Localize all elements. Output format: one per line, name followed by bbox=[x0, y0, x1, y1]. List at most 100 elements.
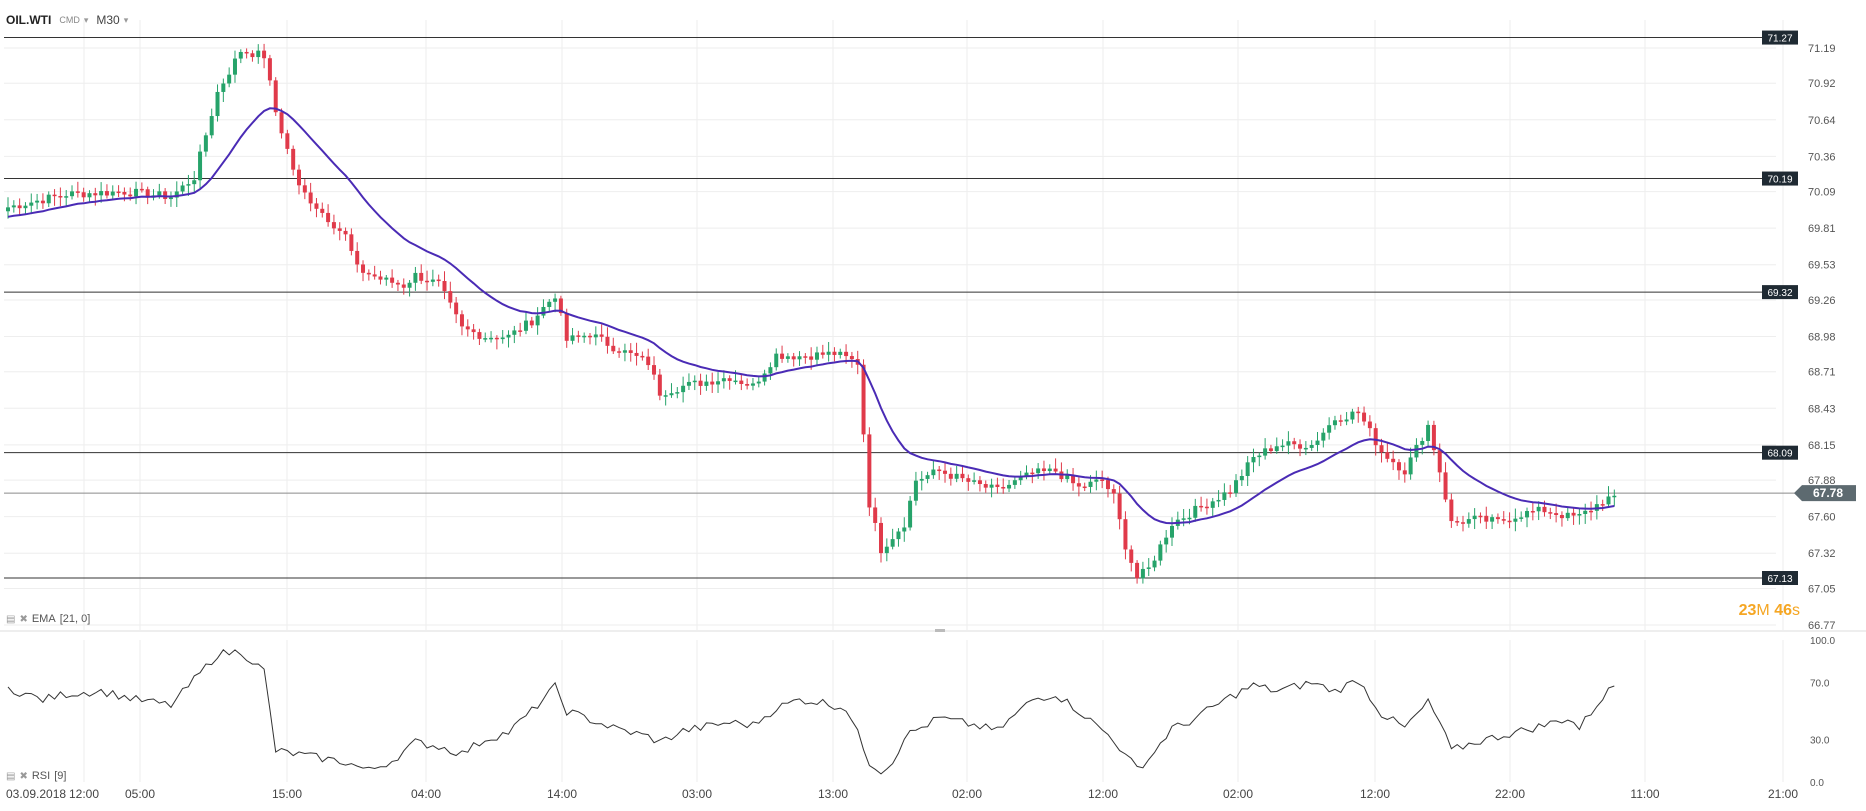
candle-body bbox=[1472, 515, 1477, 520]
close-icon[interactable]: ✖ bbox=[19, 613, 28, 625]
settings-icon[interactable]: ▤ bbox=[6, 770, 16, 782]
candle-body bbox=[436, 279, 441, 282]
candle-body bbox=[314, 203, 319, 209]
close-icon[interactable]: ✖ bbox=[19, 770, 28, 782]
candle bbox=[512, 325, 517, 344]
candle bbox=[302, 179, 307, 200]
candle bbox=[797, 351, 802, 366]
candle-body bbox=[17, 205, 22, 209]
candle-body bbox=[1606, 496, 1611, 505]
candle-body bbox=[320, 208, 325, 213]
candle-body bbox=[1542, 506, 1547, 513]
candle-body bbox=[1565, 512, 1570, 519]
price-level-label: 69.32 bbox=[1767, 288, 1792, 299]
candle-body bbox=[1530, 511, 1535, 513]
candle bbox=[704, 374, 709, 391]
pane-resize-handle[interactable] bbox=[935, 629, 945, 632]
candle-body bbox=[1292, 441, 1297, 445]
candle bbox=[134, 181, 139, 205]
candle-body bbox=[203, 135, 208, 152]
candle bbox=[1309, 440, 1314, 451]
candle bbox=[215, 84, 220, 122]
candle bbox=[1472, 508, 1477, 530]
symbol-label[interactable]: OIL.WTI bbox=[6, 13, 52, 27]
time-tick-label: 12:00 bbox=[1360, 787, 1390, 801]
time-tick-label: 13:00 bbox=[818, 787, 848, 801]
candle-body bbox=[721, 378, 726, 382]
candle-body bbox=[1245, 462, 1250, 477]
candle-body bbox=[611, 345, 616, 352]
exchange-dropdown-icon[interactable]: ▾ bbox=[83, 14, 89, 25]
candle bbox=[884, 538, 889, 562]
candle bbox=[832, 347, 837, 362]
candle-body bbox=[820, 352, 825, 355]
candle-body bbox=[529, 320, 534, 326]
candle bbox=[320, 202, 325, 218]
candle-body bbox=[1117, 493, 1122, 520]
candle-body bbox=[652, 365, 657, 375]
candle bbox=[58, 187, 63, 207]
timeframe-dropdown-icon[interactable]: ▾ bbox=[123, 14, 129, 25]
time-tick-label: 02:00 bbox=[952, 787, 982, 801]
candle-body bbox=[890, 539, 895, 547]
candle bbox=[1449, 493, 1454, 528]
timeframe-selector[interactable]: M30 bbox=[96, 13, 120, 27]
candle-body bbox=[570, 335, 575, 341]
candle-body bbox=[1187, 517, 1192, 520]
candle bbox=[599, 324, 604, 342]
candle bbox=[1466, 512, 1471, 528]
candle bbox=[104, 184, 109, 199]
candle bbox=[960, 465, 965, 483]
candle-body bbox=[1076, 483, 1081, 487]
candle bbox=[803, 353, 808, 364]
candle bbox=[692, 375, 697, 391]
candle-body bbox=[1041, 468, 1046, 472]
candle-body bbox=[1164, 537, 1169, 545]
candle bbox=[698, 373, 703, 395]
candle-body bbox=[1507, 520, 1512, 523]
candle-body bbox=[931, 469, 936, 476]
candle-body bbox=[902, 527, 907, 532]
candle-body bbox=[518, 330, 523, 332]
candle-body bbox=[1437, 450, 1442, 473]
candle-body bbox=[814, 352, 819, 360]
price-tick-label: 69.26 bbox=[1808, 295, 1836, 307]
candle-body bbox=[768, 367, 773, 374]
price-tick-label: 68.98 bbox=[1808, 332, 1836, 344]
price-tick-label: 68.15 bbox=[1808, 440, 1836, 452]
candle bbox=[657, 368, 662, 401]
candle-body bbox=[1402, 470, 1407, 475]
candle bbox=[1379, 438, 1384, 463]
candle-body bbox=[186, 184, 191, 186]
candle bbox=[972, 472, 977, 485]
candle-body bbox=[739, 380, 744, 385]
candle-body bbox=[588, 335, 592, 338]
candle-body bbox=[6, 207, 10, 212]
candle bbox=[116, 185, 121, 198]
candle bbox=[1426, 420, 1431, 447]
rsi-tick-label: 70.0 bbox=[1810, 679, 1830, 690]
candle bbox=[913, 471, 918, 506]
candle-body bbox=[1373, 428, 1378, 446]
candle bbox=[1210, 497, 1215, 517]
candle-body bbox=[1315, 440, 1320, 445]
candle-body bbox=[1065, 475, 1070, 480]
settings-icon[interactable]: ▤ bbox=[6, 613, 16, 625]
candle-body bbox=[1577, 513, 1582, 516]
candle bbox=[46, 191, 51, 208]
candle bbox=[745, 378, 750, 390]
rsi-indicator-label[interactable]: ▤ ✖ RSI [9] bbox=[6, 770, 66, 782]
candle-body bbox=[99, 191, 104, 196]
price-tick-label: 70.09 bbox=[1808, 187, 1836, 199]
candle-body bbox=[1309, 444, 1314, 448]
candle-body bbox=[605, 336, 610, 346]
candle bbox=[465, 319, 470, 337]
candle bbox=[1589, 501, 1594, 521]
candle-body bbox=[1408, 457, 1413, 475]
time-tick-label: 03.09.2018 bbox=[6, 787, 66, 801]
candle-body bbox=[35, 200, 40, 203]
candle bbox=[1362, 406, 1367, 426]
ema-indicator-label[interactable]: ▤ ✖ EMA [21, 0] bbox=[6, 613, 90, 625]
candle bbox=[1303, 441, 1308, 456]
